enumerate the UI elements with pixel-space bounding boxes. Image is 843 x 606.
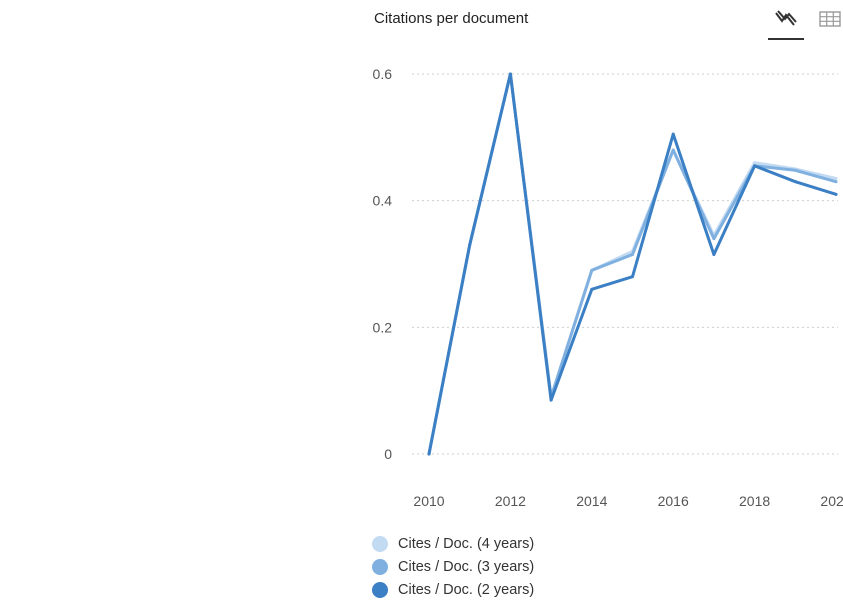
legend-swatch-icon	[372, 535, 388, 552]
legend-label: Cites / Doc. (4 years)	[398, 535, 535, 552]
y-tick-label: 0.6	[373, 66, 393, 82]
data-point[interactable]	[834, 177, 838, 180]
line-view-button[interactable]	[768, 4, 804, 40]
table-grid-icon	[819, 10, 841, 33]
data-point[interactable]	[753, 161, 757, 165]
data-point[interactable]	[671, 148, 675, 152]
legend-label: Cites / Doc. (3 years)	[398, 558, 535, 575]
line-chart: 0 0.2 0.4 0.6 2010 2012 2014 2016 2018 2020	[373, 66, 843, 509]
data-point[interactable]	[590, 287, 594, 291]
legend-label: Cites / Doc. (2 years)	[398, 581, 535, 598]
data-point[interactable]	[834, 180, 838, 184]
view-toggle	[768, 4, 843, 40]
data-point[interactable]	[753, 164, 757, 168]
data-point[interactable]	[712, 237, 716, 241]
x-tick-label: 2010	[413, 493, 444, 509]
x-tick-label: 2018	[739, 493, 770, 509]
data-point[interactable]	[631, 253, 634, 256]
legend-swatch-icon	[372, 558, 388, 575]
x-tick-label: 2020	[820, 493, 843, 509]
data-point[interactable]	[671, 132, 675, 136]
series-line-1[interactable]	[427, 72, 838, 456]
y-tick-label: 0.2	[373, 319, 393, 335]
data-point[interactable]	[427, 452, 431, 456]
series-line-2[interactable]	[427, 72, 838, 456]
data-point[interactable]	[793, 180, 797, 184]
series-line-3[interactable]	[427, 72, 838, 456]
chart-panel: Citations per document 0 0.2 0.	[360, 0, 843, 606]
data-point[interactable]	[590, 268, 594, 272]
table-view-button[interactable]	[812, 4, 843, 38]
x-tick-label: 2014	[576, 493, 607, 509]
legend: Cites / Doc. (4 years) Cites / Doc. (3 ye…	[372, 532, 534, 601]
data-point[interactable]	[631, 275, 634, 279]
y-tick-label: 0	[384, 446, 392, 462]
data-point[interactable]	[793, 168, 797, 172]
chart-title: Citations per document	[374, 10, 529, 27]
legend-item[interactable]: Cites / Doc. (3 years)	[372, 555, 534, 578]
line-chart-icon	[774, 9, 798, 34]
data-point[interactable]	[834, 192, 838, 196]
data-point[interactable]	[549, 398, 553, 402]
legend-item[interactable]: Cites / Doc. (2 years)	[372, 578, 534, 601]
legend-item[interactable]: Cites / Doc. (4 years)	[372, 532, 534, 555]
x-tick-label: 2012	[495, 493, 526, 509]
data-point[interactable]	[712, 253, 716, 256]
x-tick-label: 2016	[658, 493, 689, 509]
legend-swatch-icon	[372, 581, 388, 598]
data-point[interactable]	[468, 243, 472, 247]
y-tick-label: 0.4	[373, 193, 393, 209]
data-point[interactable]	[508, 72, 512, 76]
